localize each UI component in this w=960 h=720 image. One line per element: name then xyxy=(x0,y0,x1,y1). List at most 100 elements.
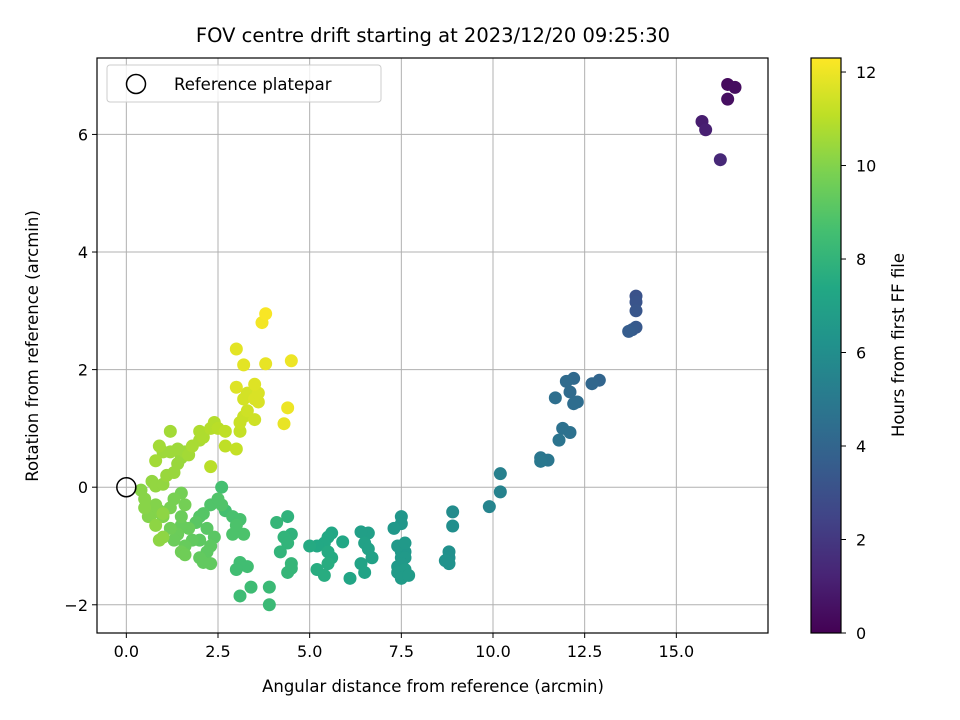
data-point xyxy=(215,480,229,494)
colorbar-tick-label: 8 xyxy=(856,250,866,269)
data-point xyxy=(229,442,243,456)
legend-label: Reference platepar xyxy=(174,75,332,94)
data-point xyxy=(270,515,284,529)
data-point xyxy=(699,123,713,137)
x-axis-label: Angular distance from reference (arcmin) xyxy=(262,677,604,696)
x-tick-label: 12.5 xyxy=(567,642,603,661)
data-point xyxy=(303,539,317,553)
data-point xyxy=(262,598,276,612)
data-point xyxy=(196,430,210,444)
data-point xyxy=(629,304,643,318)
data-point xyxy=(563,385,577,399)
colorbar-tick-label: 2 xyxy=(856,531,866,550)
data-point xyxy=(163,521,177,535)
colorbar-tick-label: 6 xyxy=(856,344,866,363)
colorbar-tick-label: 10 xyxy=(856,157,876,176)
data-point xyxy=(163,424,177,438)
data-point xyxy=(446,519,460,533)
x-axis: 0.0 2.5 5.0 7.5 10.0 12.5 15.0 xyxy=(114,633,695,661)
data-point xyxy=(273,545,287,559)
colorbar-tick-label: 12 xyxy=(856,63,876,82)
plot-area xyxy=(96,57,769,634)
data-point xyxy=(229,342,243,356)
data-point xyxy=(174,510,188,524)
data-point xyxy=(343,571,357,585)
colorbar-tick-label: 4 xyxy=(856,437,866,456)
data-point xyxy=(281,536,295,550)
data-point xyxy=(482,500,496,514)
data-point xyxy=(178,548,192,562)
data-point xyxy=(336,535,350,549)
y-tick-label: 4 xyxy=(78,243,88,262)
data-point xyxy=(233,589,247,603)
data-point xyxy=(622,324,636,338)
y-axis-label: Rotation from reference (arcmin) xyxy=(23,210,42,482)
data-point xyxy=(284,354,298,368)
data-point xyxy=(149,454,163,468)
data-point xyxy=(548,391,562,405)
data-point xyxy=(204,460,218,474)
data-point xyxy=(321,557,335,571)
colorbar: 0 2 4 6 8 10 12 Hours from first FF file xyxy=(810,57,908,643)
data-point xyxy=(585,377,599,391)
data-point xyxy=(237,527,251,541)
data-point xyxy=(178,498,192,512)
x-tick-label: 2.5 xyxy=(205,642,230,661)
data-points xyxy=(134,77,742,612)
data-point xyxy=(152,439,166,453)
data-point xyxy=(259,357,273,371)
data-point xyxy=(240,404,254,418)
data-point xyxy=(365,551,379,565)
y-tick-label: 6 xyxy=(78,125,88,144)
y-tick-label: 0 xyxy=(78,478,88,497)
data-point xyxy=(281,401,295,415)
x-tick-label: 0.0 xyxy=(114,642,139,661)
colorbar-ticks: 0 2 4 6 8 10 12 xyxy=(841,63,876,643)
data-point xyxy=(563,426,577,440)
data-point xyxy=(493,467,507,481)
data-point xyxy=(387,521,401,535)
legend-box xyxy=(106,64,382,103)
legend-marker xyxy=(125,73,147,95)
data-point xyxy=(559,374,573,388)
data-point xyxy=(358,565,372,579)
data-point xyxy=(156,530,170,544)
data-point xyxy=(728,80,742,94)
colorbar-gradient xyxy=(810,57,842,634)
data-point xyxy=(200,521,214,535)
x-tick-label: 15.0 xyxy=(659,642,695,661)
data-point xyxy=(156,507,170,521)
data-point xyxy=(248,377,262,391)
data-point xyxy=(218,439,232,453)
data-point xyxy=(493,485,507,499)
data-point xyxy=(211,492,225,506)
colorbar-tick-label: 0 xyxy=(856,624,866,643)
grid xyxy=(97,58,768,633)
data-point xyxy=(354,525,368,539)
data-point xyxy=(713,153,727,167)
data-point xyxy=(259,307,273,321)
data-point xyxy=(134,483,148,497)
data-point xyxy=(277,417,291,431)
chart-title: FOV centre drift starting at 2023/12/20 … xyxy=(196,24,670,47)
data-point xyxy=(244,580,258,594)
y-axis: −2 0 2 4 6 xyxy=(64,125,97,615)
data-point xyxy=(442,557,456,571)
data-point xyxy=(402,568,416,582)
data-point xyxy=(196,555,210,569)
data-point xyxy=(552,433,566,447)
data-point xyxy=(281,510,295,524)
data-point xyxy=(167,533,181,547)
x-tick-label: 10.0 xyxy=(475,642,511,661)
y-tick-label: −2 xyxy=(64,596,88,615)
data-point xyxy=(567,397,581,411)
reference-marker xyxy=(116,476,137,498)
colorbar-label: Hours from first FF file xyxy=(889,253,908,437)
data-point xyxy=(237,358,251,372)
x-tick-label: 7.5 xyxy=(389,642,414,661)
data-point xyxy=(446,505,460,519)
data-point xyxy=(149,518,163,532)
data-point xyxy=(262,580,276,594)
data-point xyxy=(248,413,262,427)
